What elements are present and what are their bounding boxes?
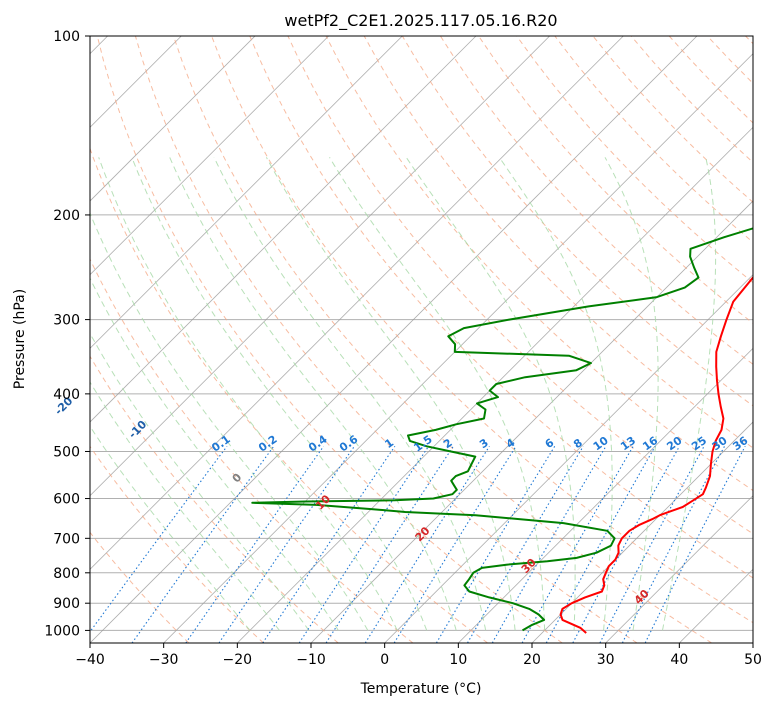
y-tick-label: 1000 bbox=[44, 623, 80, 639]
dry-adiabat-line bbox=[173, 36, 712, 643]
x-tick-label: 30 bbox=[597, 652, 615, 668]
isotherm-line bbox=[90, 36, 477, 423]
x-tick-label: 0 bbox=[380, 652, 389, 668]
plot-background bbox=[90, 36, 753, 643]
mixing-ratio-line bbox=[545, 446, 656, 643]
dry-adiabat-line bbox=[90, 147, 488, 643]
x-tick-label: −20 bbox=[223, 652, 253, 668]
dry-adiabat-line bbox=[363, 36, 753, 449]
moist-adiabat-line bbox=[90, 332, 310, 631]
mixing-ratio-line bbox=[325, 445, 454, 643]
y-axis-label: Pressure (hPa) bbox=[12, 289, 28, 389]
mixing-ratio-line bbox=[90, 445, 228, 633]
isotherm-line bbox=[237, 126, 753, 643]
dry-adiabat-label: -30 bbox=[0, 361, 1, 384]
plot-frame bbox=[89, 35, 754, 644]
y-tick-label: 600 bbox=[53, 492, 80, 508]
y-tick-label: 800 bbox=[53, 566, 80, 582]
moist-adiabat-line bbox=[604, 157, 659, 631]
dry-adiabat-line bbox=[90, 445, 264, 643]
mixing-ratio-line bbox=[131, 445, 275, 643]
x-tick-label: −10 bbox=[296, 652, 326, 668]
x-tick-label: 20 bbox=[523, 652, 541, 668]
isotherm-line bbox=[458, 347, 753, 643]
moist-adiabat-line bbox=[662, 157, 717, 631]
isotherm-line bbox=[90, 36, 329, 276]
mixing-ratio-line bbox=[218, 445, 355, 643]
x-tick-label: −30 bbox=[149, 652, 179, 668]
temperature-profile-line bbox=[559, 275, 753, 634]
moist-adiabat-line bbox=[405, 157, 576, 631]
isotherm-line bbox=[163, 53, 753, 643]
y-tick-label: 100 bbox=[53, 29, 80, 45]
moist-adiabat-line bbox=[90, 277, 339, 631]
isotherm-line bbox=[90, 36, 403, 349]
moist-adiabat-line bbox=[98, 157, 398, 631]
x-tick-label: 10 bbox=[449, 652, 467, 668]
dry-adiabat-line bbox=[401, 36, 753, 407]
moist-adiabat-line bbox=[90, 425, 251, 631]
moist-adiabat-line bbox=[90, 381, 280, 631]
x-axis-ticks: −40 −30 −20 −10 0 10 20 30 40 50 bbox=[75, 643, 762, 668]
mixing-ratio-line bbox=[364, 446, 490, 643]
profile-series bbox=[251, 227, 753, 634]
y-tick-label: 200 bbox=[53, 208, 80, 224]
x-axis-label: Temperature (°C) bbox=[360, 681, 482, 697]
y-tick-label: 500 bbox=[53, 444, 80, 460]
isotherm-line bbox=[605, 495, 753, 643]
isotherm-line bbox=[384, 274, 753, 643]
moist-adiabat-line bbox=[169, 157, 457, 631]
moist-adiabat-line bbox=[90, 211, 369, 631]
mixing-ratio-line bbox=[298, 445, 430, 643]
mixing-ratio-line bbox=[393, 446, 517, 643]
skewed-isotherms bbox=[90, 36, 753, 643]
moist-adiabats bbox=[90, 157, 717, 631]
y-tick-label: 400 bbox=[53, 387, 80, 403]
dry-adiabat-line bbox=[90, 258, 414, 643]
dry-adiabat-line bbox=[90, 355, 339, 643]
moist-adiabat-line bbox=[131, 157, 428, 631]
mixing-ratio-line bbox=[644, 446, 746, 643]
isotherm-line bbox=[90, 36, 624, 570]
y-tick-label: 700 bbox=[53, 531, 80, 547]
isotherm-line bbox=[531, 421, 753, 643]
isotherm-line bbox=[90, 36, 256, 202]
mixing-ratio-line bbox=[467, 446, 584, 643]
dry-adiabat-line bbox=[96, 36, 563, 643]
x-tick-label: −40 bbox=[75, 652, 105, 668]
isotherm-line bbox=[90, 36, 550, 497]
dry-adiabat-line bbox=[90, 531, 190, 643]
moist-adiabat-line bbox=[498, 157, 613, 631]
moist-adiabat-line bbox=[329, 157, 546, 631]
y-axis-ticks: 100 200 300 400 500 600 700 800 900 1000 bbox=[44, 29, 90, 639]
y-tick-label: 900 bbox=[53, 596, 80, 612]
dewpoint-profile-line bbox=[251, 227, 753, 632]
dry-adiabat-line bbox=[249, 36, 753, 579]
chart-title: wetPf2_C2E1.2025.117.05.16.R20 bbox=[284, 11, 557, 31]
y-tick-label: 300 bbox=[53, 313, 80, 329]
mixing-ratio-line bbox=[572, 446, 680, 643]
dry-adiabat-line bbox=[211, 36, 753, 624]
isotherm-line bbox=[752, 642, 753, 643]
isotherm-line bbox=[90, 36, 698, 643]
mixing-ratio-line bbox=[435, 446, 556, 643]
x-tick-label: 50 bbox=[744, 652, 762, 668]
mixing-ratio-line bbox=[262, 445, 396, 643]
mixing-ratio-line bbox=[185, 445, 325, 643]
x-tick-label: 40 bbox=[670, 652, 688, 668]
moist-adiabat-line bbox=[265, 157, 516, 631]
